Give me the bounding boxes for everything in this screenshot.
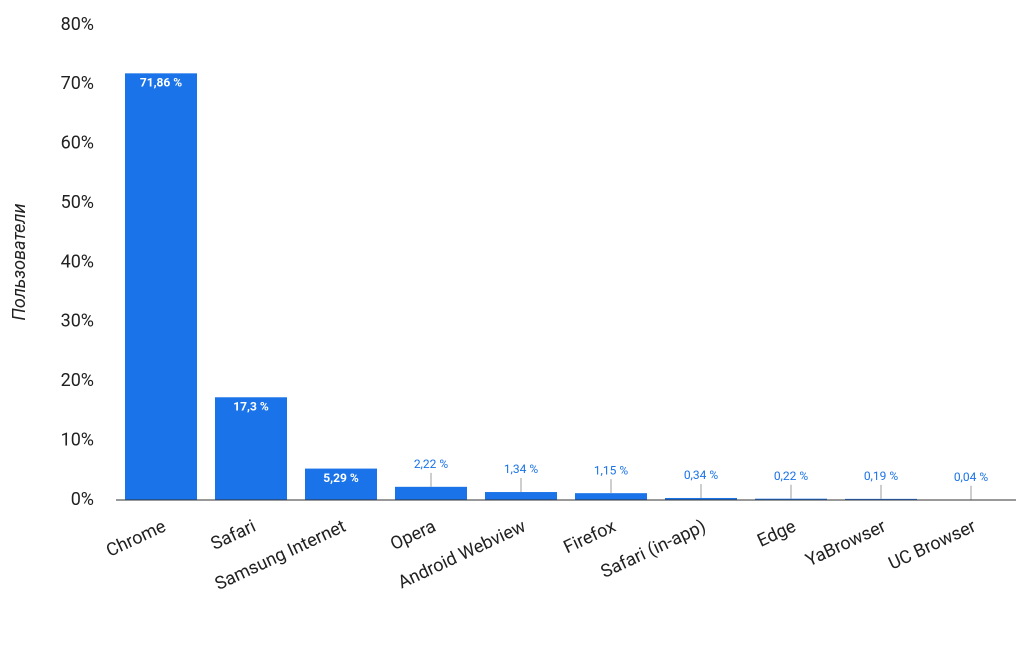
x-tick-label: Safari — [208, 516, 259, 555]
y-axis-label: Пользователи — [9, 203, 30, 320]
x-tick-label: Opera — [387, 516, 439, 555]
value-label: 0,04 % — [954, 470, 989, 484]
bar — [845, 498, 917, 500]
bar — [665, 497, 737, 500]
y-tick-label: 40% — [61, 251, 94, 272]
y-tick-label: 60% — [61, 133, 94, 154]
x-tick-label: Firefox — [560, 516, 619, 558]
y-tick-label: 30% — [61, 311, 94, 332]
bar — [485, 492, 557, 500]
y-tick-label: 80% — [61, 14, 94, 35]
value-label: 71,86 % — [140, 76, 182, 90]
bar — [575, 493, 647, 500]
x-tick-label: YaBrowser — [802, 516, 889, 571]
value-label: 1,15 % — [594, 463, 629, 477]
value-label: 5,29 % — [323, 471, 359, 485]
bar — [755, 498, 827, 500]
y-tick-label: 70% — [61, 73, 94, 94]
x-tick-label: Chrome — [103, 516, 169, 562]
y-tick-label: 50% — [61, 192, 94, 213]
bar — [215, 397, 287, 500]
value-label: 0,34 % — [684, 468, 719, 482]
bar — [125, 73, 197, 501]
value-label: 17,3 % — [233, 399, 269, 413]
y-tick-label: 10% — [61, 429, 94, 450]
x-tick-label: UC Browser — [885, 516, 979, 575]
bar — [395, 486, 467, 500]
y-tick-label: 0% — [71, 489, 94, 510]
value-label: 2,22 % — [414, 457, 449, 471]
bar — [305, 468, 377, 500]
value-label: 0,22 % — [774, 469, 809, 483]
y-tick-label: 20% — [61, 370, 94, 391]
value-label: 1,34 % — [504, 462, 539, 476]
value-label: 0,19 % — [864, 469, 899, 483]
x-tick-label: Edge — [754, 516, 799, 552]
